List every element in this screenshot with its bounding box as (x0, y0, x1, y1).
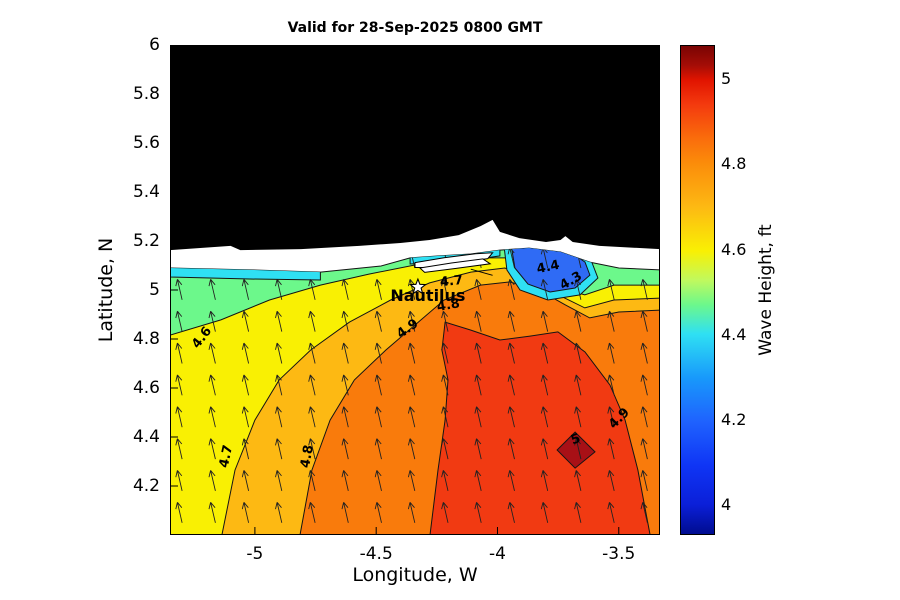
colorbar-tick-label: 4.8 (721, 154, 747, 174)
y-tick-label: 5.4 (132, 182, 160, 202)
contour-label: 4.8 (436, 296, 461, 315)
y-tick-label: 4.8 (132, 329, 160, 349)
colorbar-tick-label: 4.6 (721, 239, 747, 259)
plot-area: Nautilus 4.6 4.7 4.8 4.9 4.7 4.8 4.9 5 4.4 4.3 (169, 44, 661, 535)
colorbar-tick-label: 4.2 (721, 409, 747, 429)
y-tick-label: 5.8 (132, 84, 160, 104)
ship-track (470, 268, 493, 276)
x-tick-label: -5 (246, 544, 264, 564)
contour-label: 4.7 (439, 273, 463, 290)
station-star-icon (408, 277, 427, 295)
contour-band-gt49 (430, 322, 651, 535)
contour-bands-clipped (170, 248, 660, 535)
contour-label: 4.4 (535, 258, 561, 277)
plot-title: Valid for 28-Sep-2025 0800 GMT (287, 20, 543, 36)
y-tick-label: 4.2 (132, 476, 160, 496)
ship-track (418, 258, 492, 273)
y-tick-label: 5 (149, 280, 160, 300)
x-tick-label: -4.5 (359, 544, 393, 564)
y-tick-label: 4.4 (132, 427, 160, 447)
contour-label: 4.8 (298, 444, 317, 469)
x-tick-label: -4 (488, 544, 506, 564)
colorbar-tick-label: 4 (721, 495, 732, 515)
quiver-arrows (175, 248, 648, 523)
annotation-nautilus: Nautilus (390, 286, 465, 305)
contour-band-land (170, 45, 660, 251)
x-axis-label: Longitude, W (352, 564, 478, 586)
ship-track (414, 252, 494, 268)
y-tick-label: 5.6 (132, 133, 160, 153)
y-tick-label: 6 (149, 35, 160, 55)
y-tick-label: 4.6 (132, 378, 160, 398)
colorbar (680, 45, 715, 535)
colorbar-tick-label: 4.4 (721, 324, 747, 344)
colorbar-tick-label: 5 (721, 69, 732, 89)
x-tick-label: -3.5 (602, 544, 636, 564)
y-tick-label: 5.2 (132, 231, 160, 251)
contour-label: 4.7 (217, 444, 236, 470)
